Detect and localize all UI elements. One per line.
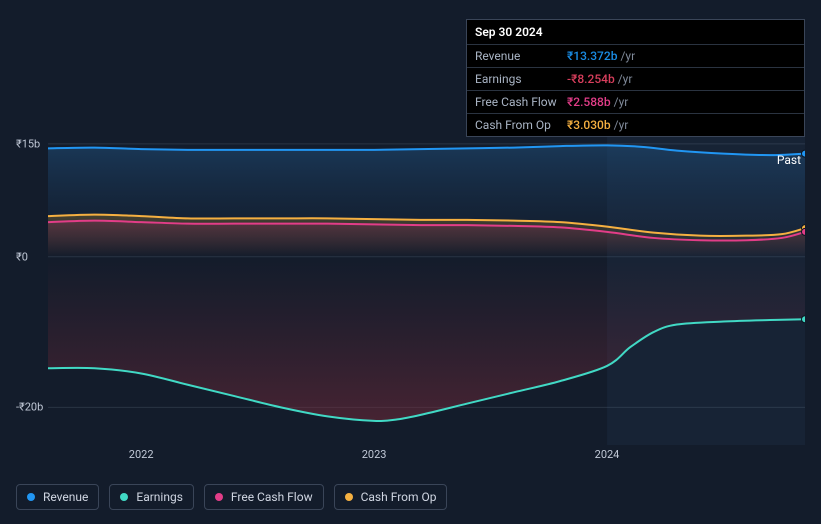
x-tick-label: 2024 bbox=[595, 448, 620, 461]
legend-label: Free Cash Flow bbox=[231, 490, 313, 504]
x-tick-label: 2023 bbox=[362, 448, 387, 461]
y-tick-label: -₹20b bbox=[16, 401, 43, 414]
tooltip-metric-unit: /yr bbox=[614, 118, 629, 132]
legend-item-revenue[interactable]: Revenue bbox=[16, 484, 99, 510]
past-label: Past bbox=[777, 153, 801, 167]
legend-dot-icon bbox=[27, 493, 35, 501]
tooltip-row: Cash From Op₹3.030b/yr bbox=[467, 114, 804, 136]
y-tick-label: ₹15b bbox=[16, 137, 40, 150]
tooltip-metric-unit: /yr bbox=[618, 72, 633, 86]
tooltip-row: Earnings-₹8.254b/yr bbox=[467, 68, 804, 91]
tooltip-metric-value: -₹8.254b bbox=[567, 72, 615, 86]
tooltip-metric-label: Earnings bbox=[475, 72, 567, 86]
tooltip-metric-label: Cash From Op bbox=[475, 118, 567, 132]
tooltip-date: Sep 30 2024 bbox=[467, 20, 804, 45]
legend-dot-icon bbox=[345, 493, 353, 501]
legend-dot-icon bbox=[215, 493, 223, 501]
x-axis-labels: 2022 2023 2024 bbox=[48, 448, 805, 468]
legend-dot-icon bbox=[120, 493, 128, 501]
legend-item-cash-from-op[interactable]: Cash From Op bbox=[334, 484, 448, 510]
tooltip-metric-value: ₹13.372b bbox=[567, 49, 617, 63]
tooltip-metric-unit: /yr bbox=[614, 95, 629, 109]
tooltip-metric-value: ₹3.030b bbox=[567, 118, 611, 132]
legend-item-earnings[interactable]: Earnings bbox=[109, 484, 194, 510]
chart-legend: Revenue Earnings Free Cash Flow Cash From O… bbox=[16, 484, 447, 510]
legend-label: Revenue bbox=[43, 490, 88, 504]
legend-label: Earnings bbox=[136, 490, 183, 504]
tooltip-metric-value: ₹2.588b bbox=[567, 95, 611, 109]
tooltip-metric-label: Revenue bbox=[475, 49, 567, 63]
tooltip-row: Revenue₹13.372b/yr bbox=[467, 45, 804, 68]
y-tick-label: ₹0 bbox=[16, 250, 28, 263]
tooltip-row: Free Cash Flow₹2.588b/yr bbox=[467, 91, 804, 114]
legend-item-free-cash-flow[interactable]: Free Cash Flow bbox=[204, 484, 324, 510]
chart-area: ₹15b ₹0 -₹20b Past bbox=[16, 125, 805, 445]
tooltip-metric-unit: /yr bbox=[620, 49, 635, 63]
x-tick-label: 2022 bbox=[129, 448, 154, 461]
chart-plot[interactable]: Past bbox=[48, 125, 805, 445]
metrics-tooltip: Sep 30 2024 Revenue₹13.372b/yrEarnings-₹… bbox=[466, 19, 805, 137]
tooltip-metric-label: Free Cash Flow bbox=[475, 95, 567, 109]
legend-label: Cash From Op bbox=[361, 490, 437, 504]
